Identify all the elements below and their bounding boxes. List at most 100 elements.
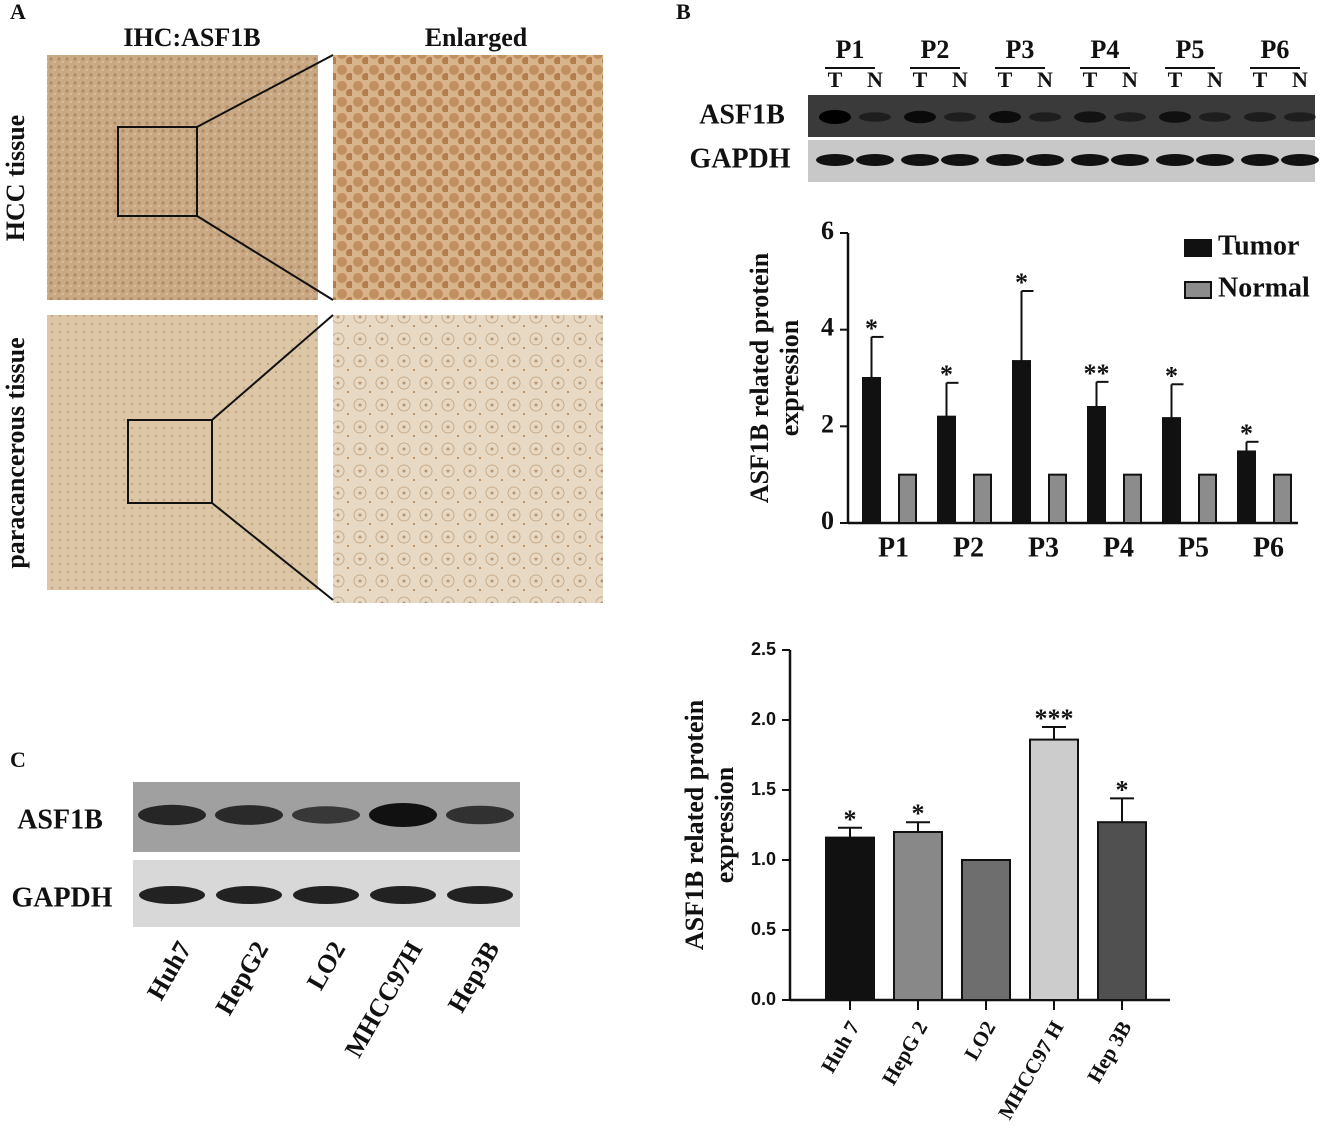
error-bar [1170,383,1184,419]
band [819,110,851,124]
blot-row-label: ASF1B [17,804,103,835]
band [139,886,205,904]
significance: * [844,805,857,834]
blot-lane-label: Huh7 [141,936,197,1004]
bar [1162,417,1181,524]
x-tick-label: Hep 3B [1082,1017,1136,1087]
column-title: IHC:ASF1B [123,23,260,52]
blot-lane-label: T [1253,67,1268,92]
band [1029,112,1061,122]
band [1196,154,1234,166]
band [293,886,359,904]
blot-lane-label: T [1083,67,1098,92]
bar [898,473,917,524]
bar [1237,450,1256,525]
blot-group-label: P2 [921,35,950,64]
ihc-image [333,315,603,603]
bar [862,377,881,524]
blot-lane-label: N [952,67,968,92]
legend-label: Normal [1218,272,1310,303]
band [986,154,1024,166]
legend-label: Tumor [1218,230,1299,261]
band [1156,154,1194,166]
significance: * [865,314,878,343]
blot-row-label: ASF1B [699,99,785,130]
blot-lane-label: T [913,67,928,92]
x-tick-label: HepG 2 [877,1017,932,1089]
y-tick-label: 6 [821,216,834,245]
blot-lane-label: N [1207,67,1223,92]
blot-lane-label: HepG2 [210,936,275,1019]
band [1199,112,1231,122]
band [1241,154,1279,166]
x-tick-label: Huh 7 [816,1017,865,1077]
bar [893,831,943,1001]
band [369,803,437,827]
band [1111,154,1149,166]
blot-lane-label: T [1168,67,1183,92]
significance: * [1165,361,1178,390]
blot-lane-label: T [998,67,1013,92]
blot-lane-label: N [1122,67,1138,92]
blot-group-label: P5 [1176,35,1205,64]
bar [1012,360,1031,525]
error-bar [1042,726,1066,740]
row-label: paracancerous tissue [1,337,30,568]
bar [1273,473,1292,524]
bar [1087,406,1106,524]
x-tick-label: P3 [1028,532,1059,563]
ihc-image [47,315,318,590]
significance: * [1116,775,1129,804]
band [1159,111,1191,123]
zoom-box [117,54,334,601]
y-tick-label: 2 [821,409,834,438]
bar [825,836,875,1001]
blot-group-label: P4 [1091,35,1120,64]
panel-label: A [10,0,26,24]
y-axis-label: ASF1B related protein expression [680,699,739,951]
significance: * [1240,419,1253,448]
error-bar [1110,797,1134,823]
bar [937,415,956,524]
y-tick-label: 4 [821,313,834,342]
blot-lane-label: Hep3B [442,936,505,1017]
y-tick-label: 1.0 [751,849,776,869]
bar [1029,738,1079,1001]
band [138,804,206,826]
y-axis-label: ASF1B related protein expression [745,252,804,504]
blot-group-label: P3 [1006,35,1035,64]
band [1244,112,1276,122]
significance: * [940,360,953,389]
x-tick-label: LO2 [959,1017,1000,1064]
bar [973,473,992,524]
bar [1198,473,1217,524]
x-tick-label: P2 [953,532,984,563]
significance: ** [1084,359,1110,388]
x-tick-label: P6 [1253,532,1284,563]
band [816,154,854,166]
panel-label: B [676,0,691,24]
error-bar [870,335,884,378]
band [215,805,283,825]
blot-lane-label: LO2 [301,936,351,994]
band [1071,154,1109,166]
error-bar [1245,440,1259,452]
band [1281,154,1319,166]
blot-lane-label: N [867,67,883,92]
band [989,110,1021,124]
x-tick-label: P1 [878,532,909,563]
blot-lane-label: MHCC97H [339,936,428,1062]
y-tick-label: 2.0 [751,709,776,729]
bar [1123,473,1142,524]
band [1074,111,1106,123]
legend-swatch [1184,281,1212,299]
y-tick-label: 2.5 [751,639,776,659]
band [370,886,436,904]
band [941,154,979,166]
band [446,805,514,825]
band [856,154,894,166]
blot-group-label: P1 [836,35,865,64]
